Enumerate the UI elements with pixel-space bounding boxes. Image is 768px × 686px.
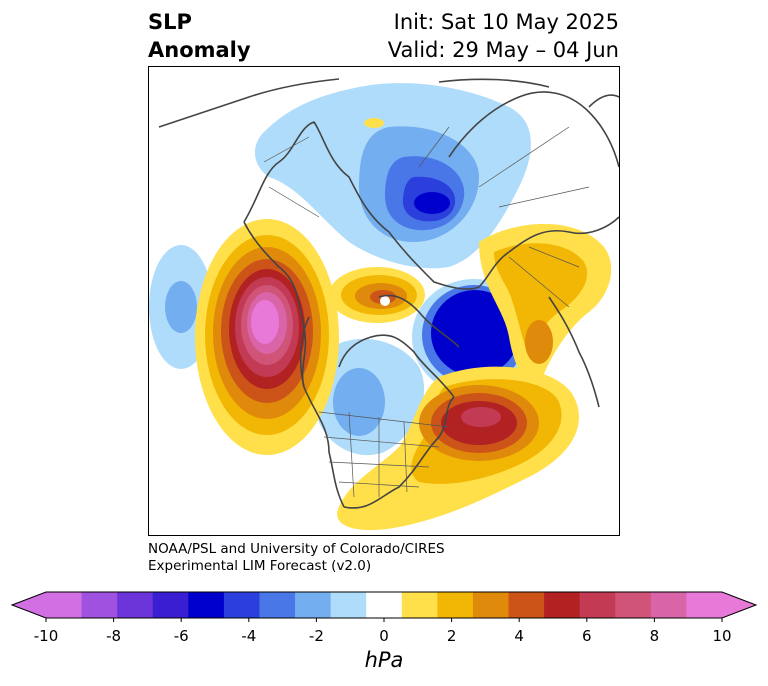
- colorbar-swatch: [472, 592, 510, 618]
- colorbar-swatch: [46, 592, 83, 618]
- colorbar-swatch: [508, 592, 545, 618]
- title-line-1: SLP: [148, 10, 192, 34]
- colorbar-swatch: [81, 592, 118, 618]
- colorbar-swatch: [295, 592, 332, 618]
- init-date: Init: Sat 10 May 2025: [393, 10, 619, 34]
- colorbar-swatch: [544, 592, 581, 618]
- colorbar-tick-label: 10: [712, 627, 732, 645]
- credit-line-1: NOAA/PSL and University of Colorado/CIRE…: [148, 541, 445, 557]
- colorbar-swatch: [188, 592, 225, 618]
- chart-title: SLP Anomaly: [148, 8, 251, 64]
- colorbar-swatch: [401, 592, 438, 618]
- colorbar-swatch: [223, 592, 260, 618]
- negative-anomaly-siberia: [254, 83, 531, 269]
- anomaly-map: [148, 66, 620, 536]
- colorbar-swatch: [615, 592, 652, 618]
- colorbar-swatch: [579, 592, 616, 618]
- colorbar-swatch: [152, 592, 189, 618]
- colorbar-extend-max: [722, 592, 756, 618]
- forecast-dates: Init: Sat 10 May 2025 Valid: 29 May – 04…: [388, 8, 619, 64]
- colorbar-tick-label: 4: [514, 627, 524, 645]
- colorbar-swatch: [686, 592, 723, 618]
- title-line-2: Anomaly: [148, 38, 251, 62]
- colorbar-tick-label: -8: [106, 627, 122, 645]
- colorbar-swatch: [117, 592, 154, 618]
- colorbar-tick-label: -6: [173, 627, 189, 645]
- colorbar-tick-label: -10: [33, 627, 59, 645]
- political-borders: [263, 126, 590, 498]
- colorbar-tick-label: 0: [379, 627, 389, 645]
- colorbar-swatch: [330, 592, 367, 618]
- colorbar-tick-label: -2: [308, 627, 324, 645]
- map-canvas: [149, 78, 619, 531]
- coastlines: [158, 78, 619, 509]
- positive-anomaly-north-pacific: [195, 219, 339, 455]
- colorbar-swatch: [259, 592, 296, 618]
- credit-line-2: Experimental LIM Forecast (v2.0): [148, 558, 372, 574]
- colorbar-tick-label: -4: [241, 627, 257, 645]
- positive-anomaly-arctic: [329, 118, 425, 323]
- colorbar-swatch: [366, 592, 403, 618]
- colorbar-tick-label: 8: [649, 627, 660, 645]
- colorbar-swatch: [650, 592, 687, 618]
- colorbar-tick-label: 6: [582, 627, 592, 645]
- colorbar-unit-label: hPa: [364, 648, 404, 672]
- credit-text: NOAA/PSL and University of Colorado/CIRE…: [148, 541, 445, 575]
- colorbar-swatch: [437, 592, 474, 618]
- positive-anomaly-europe: [479, 223, 612, 389]
- colorbar: [10, 591, 758, 622]
- colorbar-extend-min: [12, 592, 46, 618]
- colorbar-tick-label: 2: [446, 627, 457, 645]
- valid-date: Valid: 29 May – 04 Jun: [387, 38, 619, 62]
- negative-anomaly-canada: [312, 338, 425, 456]
